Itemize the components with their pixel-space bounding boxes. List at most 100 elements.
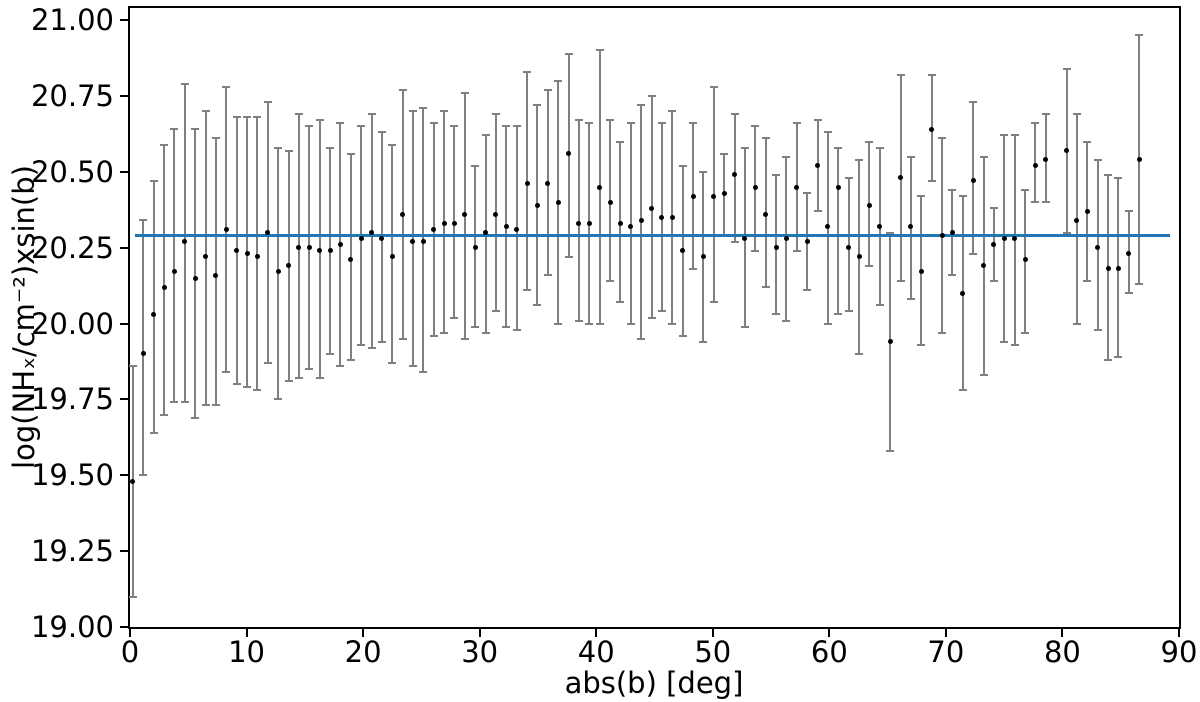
error-bar-cap-top [336,122,345,125]
error-bar-cap-top [294,113,303,116]
data-point-marker [566,151,572,157]
y-tick-label: 19.50 [30,458,114,493]
error-bar-cap-bottom [1010,343,1019,346]
error-bar-cap-top [989,207,998,210]
error-bar-cap-bottom [574,319,583,322]
error-bar-cap-bottom [606,280,615,283]
x-tick-label: 90 [1160,635,1198,669]
error-bar-cap-top [761,137,770,140]
data-point-marker [700,254,706,260]
error-bar-cap-bottom [336,365,345,368]
data-point-marker [234,248,240,254]
data-point-marker [638,217,644,223]
error-bar [391,144,394,363]
error-bar-cap-top [191,128,200,131]
error-bar [214,138,217,406]
error-bar-cap-bottom [844,310,853,313]
data-point-marker [1115,266,1121,272]
data-point-marker [379,236,385,242]
x-tick [362,629,365,637]
error-bar-cap-top [201,110,210,113]
data-point-marker [369,230,374,236]
error-bar-cap-top [689,122,698,125]
error-bar-cap-top [730,113,739,116]
error-bar [629,123,632,324]
error-bar [577,120,580,321]
error-bar-cap-top [720,152,729,155]
data-point-marker [514,227,520,232]
data-point-marker [317,248,323,254]
data-point-marker [711,193,717,199]
data-point-marker [991,242,997,248]
x-tick-label: 30 [461,635,499,669]
data-point-marker [472,245,478,251]
y-tick [120,246,128,249]
y-tick [120,94,128,97]
error-bar-cap-top [637,104,646,107]
data-point-marker [327,248,333,254]
data-point-marker [1022,257,1028,263]
error-bar-cap-bottom [969,252,978,255]
data-point-marker [960,290,966,296]
error-bar-cap-top [948,189,957,192]
error-bar-cap-bottom [938,331,947,334]
data-point-marker [721,190,727,196]
error-bar-cap-bottom [315,377,324,380]
data-point-marker [1105,266,1111,272]
error-bar-cap-bottom [481,331,490,334]
error-bar-cap-top [616,140,625,143]
error-bar-cap-top [678,164,687,167]
error-bar-cap-top [1124,210,1133,213]
error-bar-cap-top [855,158,864,161]
error-bar-cap-top [305,125,314,128]
y-tick-label: 20.75 [30,78,114,113]
error-bar-cap-top [792,122,801,125]
x-tick-label: 10 [228,635,265,669]
error-bar-cap-bottom [460,337,469,340]
error-bar-cap-top [263,101,272,104]
error-bar-cap-bottom [543,274,552,277]
data-point-marker [151,311,157,317]
data-point-marker [503,223,509,229]
error-bar-cap-top [160,143,169,146]
data-point-marker [483,230,489,236]
error-bar-cap-top [533,104,542,107]
error-bar-cap-top [274,146,283,149]
error-bar-cap-bottom [440,331,449,334]
error-bar-cap-top [253,116,262,119]
error-bar-cap-bottom [585,322,594,325]
error-bar-cap-bottom [689,267,698,270]
error-bar-cap-top [1083,140,1092,143]
error-bar-cap-bottom [740,325,749,328]
error-bar-cap-bottom [429,334,438,337]
data-point-marker [451,220,457,226]
y-tick-label: 19.00 [30,610,114,644]
data-point-marker [1095,245,1101,251]
error-bar-cap-top [938,137,947,140]
error-bar-cap-top [429,122,438,125]
plot-area [128,6,1181,629]
data-point-marker [949,230,955,236]
data-point-marker [783,236,789,242]
error-bar-cap-bottom [377,340,386,343]
error-bar-cap-bottom [1104,358,1113,361]
data-point-marker [223,227,229,232]
error-bar-cap-bottom [274,398,283,401]
data-point-marker [286,263,291,269]
error-bar-cap-bottom [243,386,252,389]
error-bar [847,177,850,312]
error-bar-cap-bottom [823,322,832,325]
error-bar-cap-top [367,113,376,116]
data-point-marker [628,223,634,229]
error-bar-cap-bottom [512,328,521,331]
error-bar-cap-bottom [595,322,604,325]
error-bar-cap-bottom [326,352,334,355]
error-bar-cap-top [481,134,490,137]
error-bar-cap-top [1135,34,1144,37]
y-tick-label: 21.00 [30,3,114,38]
x-tick-label: 0 [120,635,140,669]
x-tick-label: 70 [927,635,965,669]
error-bar-cap-top [408,110,417,113]
x-tick-label: 50 [694,635,732,669]
